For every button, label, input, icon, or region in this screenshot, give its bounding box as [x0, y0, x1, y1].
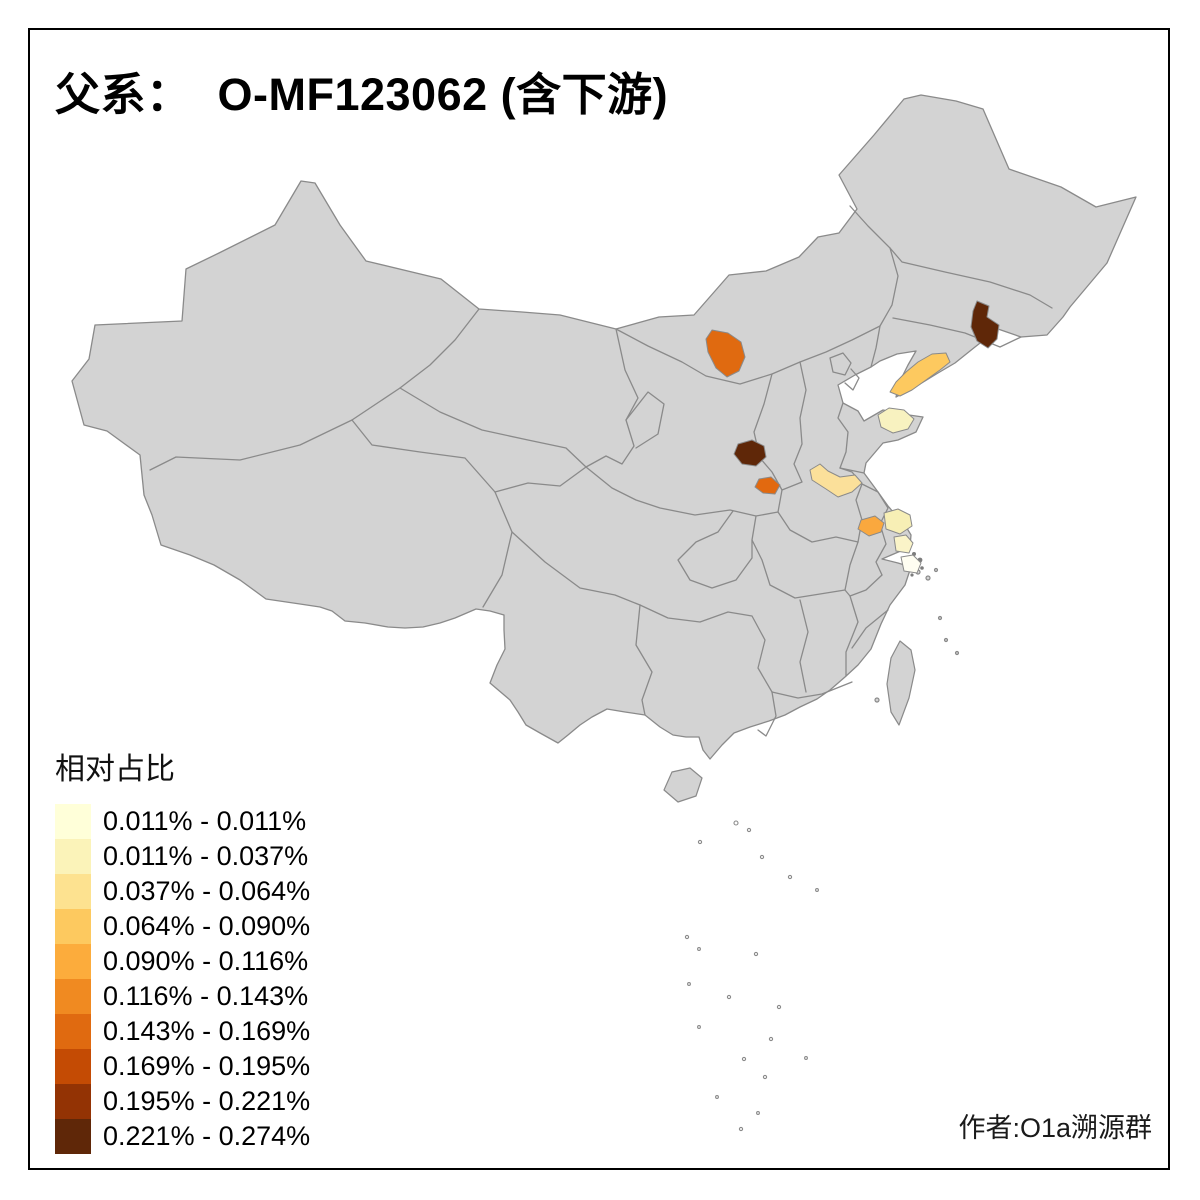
legend-swatch [55, 909, 91, 944]
south-sea-islets [684, 820, 819, 1132]
legend-label: 0.011% - 0.037% [103, 841, 309, 871]
legend-swatch [55, 1119, 91, 1154]
mainland-outline [71, 94, 1137, 760]
legend-swatch [55, 1049, 91, 1084]
legend-swatch [55, 839, 91, 874]
region-shaanxi-central [754, 476, 781, 495]
legend-swatch [55, 944, 91, 979]
legend-label: 0.195% - 0.221% [103, 1086, 311, 1116]
island-taiwan [886, 640, 916, 726]
legend-item: 0.064% - 0.090% [55, 909, 310, 944]
legend-title: 相对占比 [55, 753, 175, 786]
region-liaodong-peninsula [889, 352, 951, 397]
legend-label: 0.090% - 0.116% [103, 946, 309, 976]
legend-swatch [55, 979, 91, 1014]
mainland-group [71, 94, 1137, 760]
legend-item: 0.169% - 0.195% [55, 1049, 310, 1084]
legend-swatch [55, 804, 91, 839]
island-hainan [663, 767, 703, 803]
legend-label: 0.169% - 0.195% [103, 1051, 311, 1081]
legend-item: 0.221% - 0.274% [55, 1119, 310, 1154]
legend-label: 0.064% - 0.090% [103, 911, 311, 941]
region-jiangsu-central [883, 508, 913, 535]
legend-item: 0.090% - 0.116% [55, 944, 310, 979]
region-henan-northeast [809, 463, 863, 498]
legend-item: 0.011% - 0.037% [55, 839, 310, 874]
region-anhui-north [857, 515, 885, 537]
region-liaoning-east [970, 300, 1000, 349]
legend-swatch [55, 874, 91, 909]
legend-rows: 0.011% - 0.011% 0.011% - 0.037% 0.037% -… [55, 804, 310, 1154]
legend-label: 0.143% - 0.169% [103, 1016, 311, 1046]
islands-group [663, 567, 960, 803]
page-title: 父系： O-MF123062 (含下游) [55, 69, 669, 120]
region-shaanxi-north [733, 439, 767, 467]
highlighted-regions [705, 300, 1000, 574]
province-borders [149, 205, 1053, 737]
legend-item: 0.011% - 0.011% [55, 804, 310, 839]
legend-item: 0.037% - 0.064% [55, 874, 310, 909]
legend: 相对占比 0.011% - 0.011% 0.011% - 0.037% 0.0… [55, 744, 310, 1154]
legend-item: 0.195% - 0.221% [55, 1084, 310, 1119]
legend-label: 0.221% - 0.274% [103, 1121, 311, 1151]
legend-label: 0.011% - 0.011% [103, 806, 307, 836]
region-shandong-north-coast [877, 407, 915, 434]
legend-item: 0.116% - 0.143% [55, 979, 310, 1014]
region-jiangsu-south [893, 534, 914, 554]
author-credit: 作者:O1a溯源群 [958, 1113, 1152, 1143]
legend-swatch [55, 1084, 91, 1119]
region-inner-mongolia-central [705, 329, 746, 378]
legend-swatch [55, 1014, 91, 1049]
region-shanghai-area [900, 554, 922, 574]
legend-label: 0.037% - 0.064% [103, 876, 311, 906]
legend-label: 0.116% - 0.143% [103, 981, 309, 1011]
legend-item: 0.143% - 0.169% [55, 1014, 310, 1049]
